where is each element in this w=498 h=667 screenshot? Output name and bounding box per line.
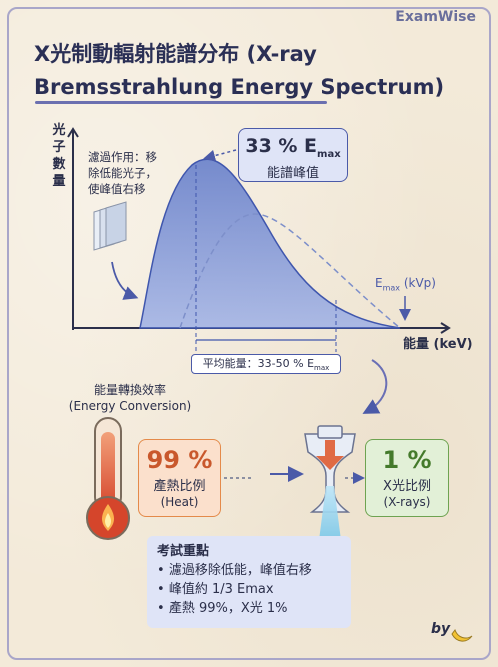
key-points-title: 考試重點 — [157, 544, 210, 559]
page-title: X光制動輻射能譜分布 (X-ray Bremsstrahlung Energy … — [34, 38, 474, 104]
key-point-item: 峰值約 1/3 Emax — [157, 580, 341, 599]
thermometer-icon — [86, 417, 130, 540]
y-axis-label-char: 子 — [52, 140, 66, 155]
key-point-item: 濾過移除低能，峰值右移 — [157, 561, 341, 580]
y-axis-label-char: 光 — [52, 123, 66, 138]
xray-value: 1 % — [382, 446, 432, 474]
title-line-1: X光制動輻射能譜分布 (X-ray — [34, 42, 317, 66]
y-axis-label-char: 量 — [52, 174, 66, 189]
filtered-spectrum-curve — [139, 158, 401, 329]
xray-label: X光比例 — [383, 479, 431, 494]
page-frame — [7, 7, 491, 660]
peak-arrow — [203, 149, 237, 162]
heat-value: 99 % — [146, 446, 213, 474]
filter-note-line: 使峰值右移 — [88, 182, 146, 196]
filter-note-line: 濾過作用：移 — [88, 150, 157, 164]
xray-tube-icon — [304, 425, 356, 548]
title-line-2: Bremsstrahlung Energy Spectrum) — [34, 75, 445, 99]
unfiltered-spectrum-curve — [179, 213, 401, 329]
x-axis-label: 能量 (keV) — [403, 337, 473, 352]
conversion-title-line: (Energy Conversion) — [68, 399, 192, 413]
key-point-item: 產熱 99%，X光 1% — [157, 599, 341, 618]
peak-box: 33 % Emax 能譜峰值 — [238, 128, 348, 182]
xray-sub-label: (X-rays) — [383, 495, 431, 509]
emax-label: Emax (kVp) — [375, 276, 436, 293]
peak-value: 33 % Emax — [245, 135, 341, 160]
filter-note: 濾過作用：移 除低能光子， 使峰值右移 — [88, 149, 176, 197]
key-points-panel: 考試重點 濾過移除低能，峰值右移 峰值約 1/3 Emax 產熱 99%，X光 … — [147, 536, 351, 628]
filter-arrow — [111, 261, 139, 300]
y-axis-label: 光 子 數 量 — [49, 122, 69, 190]
peak-label: 能譜峰值 — [266, 165, 319, 181]
title-underline — [35, 101, 327, 104]
banana-icon — [451, 628, 473, 642]
average-energy-label: 平均能量：33-50 % Emax — [191, 354, 341, 374]
key-points-list: 濾過移除低能，峰值右移 峰值約 1/3 Emax 產熱 99%，X光 1% — [157, 561, 341, 618]
y-axis-label-char: 數 — [52, 157, 66, 172]
conversion-title-line: 能量轉換效率 — [93, 383, 166, 397]
y-axis-arrow — [67, 127, 79, 138]
conversion-title: 能量轉換效率 (Energy Conversion) — [55, 382, 205, 414]
flow-arrow — [362, 359, 388, 414]
xray-box: 1 % X光比例 (X-rays) — [365, 439, 449, 517]
x-axis-arrow — [440, 322, 451, 334]
heat-label: 產熱比例 — [153, 479, 206, 494]
heat-box: 99 % 產熱比例 (Heat) — [138, 439, 221, 517]
heat-sub-label: (Heat) — [160, 495, 199, 509]
filter-note-line: 除低能光子， — [88, 166, 157, 180]
brand-label: ExamWise — [389, 9, 482, 25]
signature: by — [431, 621, 451, 637]
filter-plates-icon — [93, 201, 127, 251]
